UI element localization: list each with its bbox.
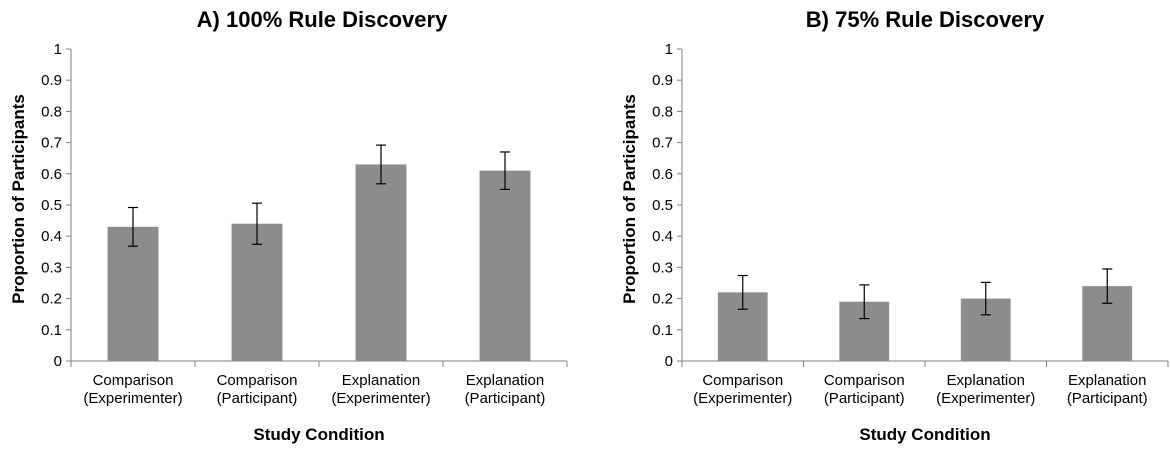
x-category-label: Comparison (Participant) <box>824 372 905 407</box>
x-axis-label: Study Condition <box>859 425 990 444</box>
chart-panel-a: A) 100% Rule Discovery Proportion of Part… <box>9 7 568 444</box>
y-tick-label: 0 <box>54 353 62 370</box>
y-tick-label: 0.4 <box>652 228 673 245</box>
x-category-label: Comparison (Experimenter) <box>83 372 182 407</box>
y-tick-label: 0.8 <box>652 103 673 120</box>
y-tick-label: 1 <box>54 41 62 58</box>
y-tick-label: 0.1 <box>652 322 673 339</box>
y-tick-label: 0.1 <box>41 322 62 339</box>
x-category-label: Comparison (Experimenter) <box>693 372 792 407</box>
bar <box>107 226 159 361</box>
chart-panel-b: B) 75% Rule Discovery Proportion of Parti… <box>620 7 1169 444</box>
y-tick-label: 0 <box>665 353 673 370</box>
x-axis-label: Study Condition <box>253 425 384 444</box>
y-tick-label: 0.6 <box>652 166 673 183</box>
x-category-label: Explanation (Experimenter) <box>936 372 1035 407</box>
y-tick-label: 0.7 <box>41 135 62 152</box>
chart-title: B) 75% Rule Discovery <box>806 7 1045 32</box>
y-axis-label: Proportion of Participants <box>9 94 28 304</box>
bar <box>355 164 407 361</box>
y-axis-label: Proportion of Participants <box>620 94 639 304</box>
x-category-label: Explanation (Participant) <box>1067 372 1148 407</box>
y-tick-label: 0.4 <box>41 228 62 245</box>
y-tick-label: 0.2 <box>41 291 62 308</box>
chart-title: A) 100% Rule Discovery <box>197 7 448 32</box>
bar <box>231 223 283 361</box>
y-tick-label: 0.2 <box>652 291 673 308</box>
y-tick-label: 0.7 <box>652 135 673 152</box>
y-tick-label: 0.3 <box>652 259 673 276</box>
x-category-label: Explanation (Participant) <box>465 372 546 407</box>
y-tick-label: 0.3 <box>41 259 62 276</box>
y-tick-label: 0.5 <box>41 197 62 214</box>
y-tick-label: 0.5 <box>652 197 673 214</box>
x-category-label: Comparison (Participant) <box>217 372 298 407</box>
y-tick-label: 0.9 <box>652 72 673 89</box>
y-tick-label: 0.8 <box>41 103 62 120</box>
y-tick-label: 0.9 <box>41 72 62 89</box>
y-tick-label: 1 <box>665 41 673 58</box>
y-tick-label: 0.6 <box>41 166 62 183</box>
bar <box>479 170 531 361</box>
x-category-label: Explanation (Experimenter) <box>331 372 430 407</box>
